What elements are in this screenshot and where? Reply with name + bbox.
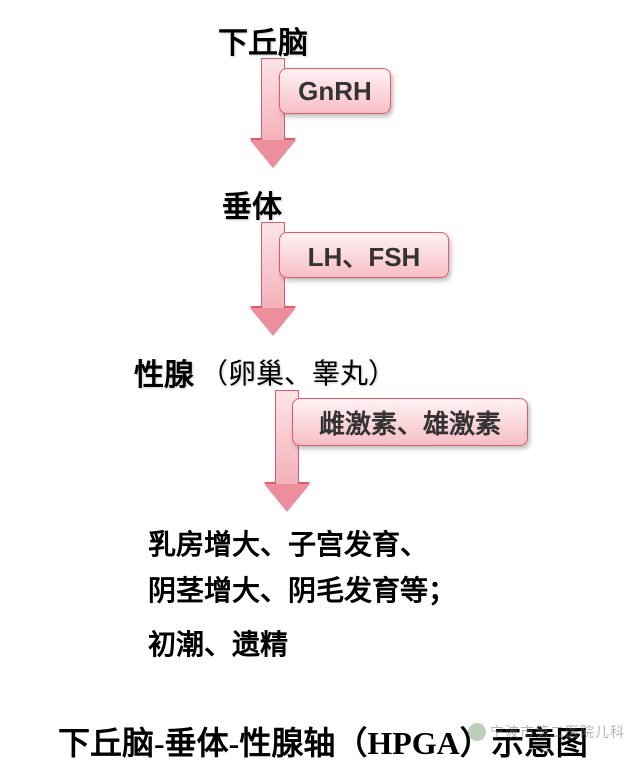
- outcome-line-3: 初潮、遗精: [148, 624, 288, 669]
- pill-hormones: 雌激素、雄激素: [292, 398, 528, 446]
- node-gonads-bold: 性腺: [134, 350, 194, 394]
- pill-lh-fsh: LH、FSH: [279, 232, 449, 278]
- watermark: 宁波市第二医院儿科: [468, 722, 625, 742]
- watermark-icon: [468, 723, 486, 741]
- node-hypothalamus: 下丘脑: [218, 18, 308, 62]
- outcome-line-1: 乳房增大、子宫发育、: [148, 524, 428, 569]
- watermark-text: 宁波市第二医院儿科: [490, 722, 625, 742]
- node-pituitary: 垂体: [222, 182, 282, 226]
- node-gonads-detail: （卵巢、睾丸）: [200, 352, 396, 392]
- outcome-line-2: 阴茎增大、阴毛发育等；: [148, 570, 456, 615]
- pill-gnrh: GnRH: [279, 68, 391, 114]
